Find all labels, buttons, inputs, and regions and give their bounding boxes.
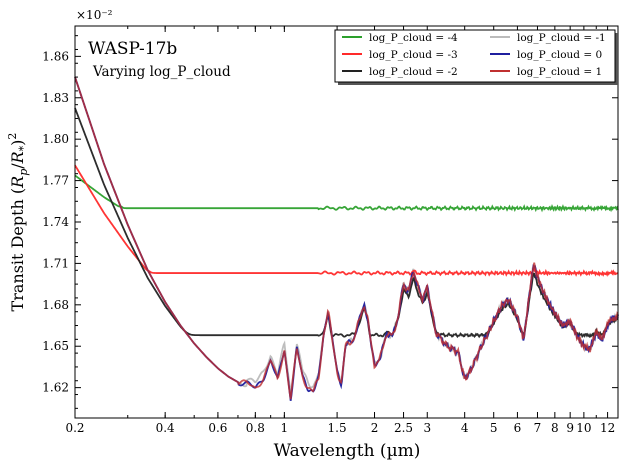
x-tick-label: 8 (551, 421, 559, 435)
series-lines (74, 76, 619, 401)
y-tick-label: 1.86 (42, 49, 69, 63)
y-tick-label: 1.68 (42, 298, 69, 312)
x-tick-label: 10 (576, 421, 591, 435)
x-tick-label: 0.6 (208, 421, 227, 435)
y-offset-label: ×10⁻² (76, 8, 113, 22)
legend: log_P_cloud = -4 log_P_cloud = -3 log_P_cl… (334, 29, 618, 85)
legend-items: log_P_cloud = -4 log_P_cloud = -3 log_P_cl… (342, 32, 606, 78)
legend-box (334, 29, 616, 83)
x-tick-label: 2.5 (394, 421, 413, 435)
legend-label: log_P_cloud = -1 (517, 32, 606, 44)
y-tick-label: 1.71 (42, 256, 69, 270)
y-axis-label-star: * (17, 145, 30, 151)
y-axis-label-slash: / (8, 163, 27, 169)
series-line-5 (74, 76, 619, 400)
y-tick-label: 1.74 (42, 215, 69, 229)
y-tick-label: 1.77 (42, 174, 69, 188)
x-tick-label: 9 (566, 421, 574, 435)
legend-label: log_P_cloud = 1 (517, 66, 602, 78)
legend-label: log_P_cloud = -3 (369, 49, 458, 61)
y-axis-label-close: ) (8, 140, 27, 146)
series-line-0 (74, 174, 619, 213)
y-axis-label: Transit Depth (Rp/R*)2 (6, 133, 30, 312)
x-tick-label: 1 (281, 421, 289, 435)
y-axis-label-main: Transit Depth ( (8, 188, 27, 312)
x-tick-label: 3 (423, 421, 431, 435)
y-tick-label: 1.65 (42, 339, 69, 353)
axis-ticks: 0.2 0.4 0.6 0.8 1 1.5 2 2.5 3 4 5 6 7 8 9 10 12 1.62 1.65 1… (42, 26, 619, 435)
legend-label: log_P_cloud = -2 (369, 66, 458, 78)
x-tick-label: 12 (600, 421, 615, 435)
x-tick-label: 0.2 (65, 421, 84, 435)
x-tick-label: 0.8 (246, 421, 265, 435)
chart-subtitle: Varying log_P_cloud (92, 64, 231, 80)
x-tick-label: 5 (490, 421, 498, 435)
x-axis-label: Wavelength (µm) (274, 441, 421, 461)
x-tick-label: 6 (514, 421, 522, 435)
chart-title: WASP-17b (88, 39, 177, 59)
y-tick-label: 1.62 (42, 381, 69, 395)
x-tick-label: 1.5 (328, 421, 347, 435)
y-axis-label-rp: R (8, 176, 27, 189)
series-line-4 (74, 76, 619, 401)
x-tick-label: 0.4 (156, 421, 175, 435)
legend-label: log_P_cloud = 0 (517, 49, 602, 61)
x-tick-label: 7 (534, 421, 542, 435)
series-line-2 (74, 107, 619, 339)
x-tick-label: 4 (461, 421, 469, 435)
y-axis-label-p: p (17, 169, 30, 176)
y-tick-label: 1.83 (42, 91, 69, 105)
y-axis-label-power: 2 (6, 133, 19, 140)
series-line-1 (74, 164, 619, 277)
legend-label: log_P_cloud = -4 (369, 32, 458, 44)
x-tick-label: 2 (371, 421, 379, 435)
y-axis-label-rs: R (8, 151, 27, 164)
y-tick-label: 1.80 (42, 132, 69, 146)
